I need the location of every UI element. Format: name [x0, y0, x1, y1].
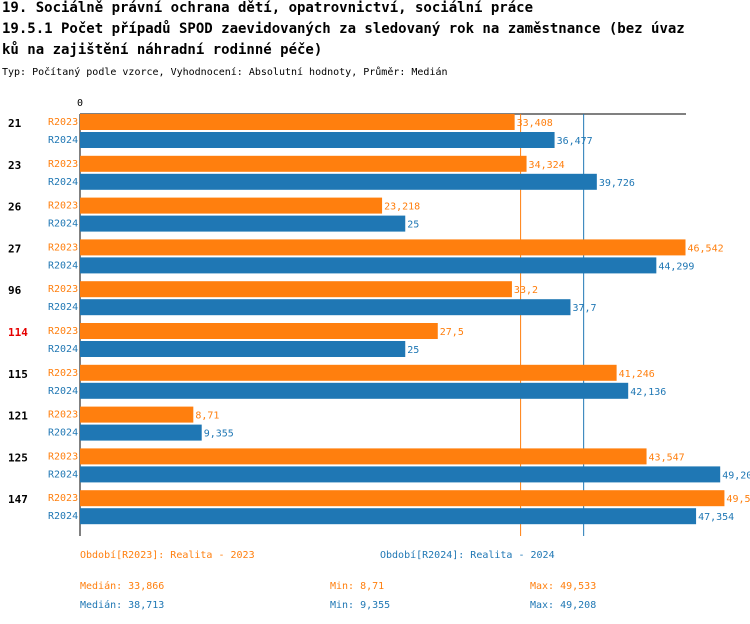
data-label: 49,533	[726, 494, 750, 505]
data-label: 27,5	[440, 327, 464, 338]
category-label: 96	[8, 284, 22, 297]
bar-r2023	[80, 490, 725, 507]
chart-subtitle: Typ: Počítaný podle vzorce, Vyhodnocení:…	[2, 67, 448, 78]
bar-r2023	[80, 406, 194, 423]
legend-r2024: Období[R2024]: Realita - 2024	[380, 550, 555, 561]
data-label: 41,246	[619, 369, 655, 380]
category-label: 27	[8, 242, 21, 255]
category-label: 115	[8, 368, 28, 381]
bar-r2023	[80, 114, 515, 130]
series-label: R2023	[48, 410, 78, 421]
max-r2023: Max: 49,533	[530, 581, 597, 592]
bar-r2023	[80, 364, 617, 381]
bar-r2024	[80, 132, 555, 148]
data-label: 25	[407, 220, 419, 231]
series-label: R2023	[48, 451, 78, 462]
series-label: R2023	[48, 242, 78, 253]
axis-zero-label: 0	[77, 98, 83, 109]
median-r2023: Medián: 33,866	[80, 581, 165, 592]
bar-r2023	[80, 448, 647, 465]
chart-title-line-2: ků na zajištění náhradní rodinné péče)	[2, 42, 323, 58]
series-label: R2024	[48, 511, 78, 522]
series-label: R2023	[48, 326, 78, 337]
category-label: 114	[8, 326, 28, 339]
min-r2023: Min: 8,71	[330, 581, 385, 592]
bar-r2024	[80, 257, 657, 274]
max-r2024: Max: 49,208	[530, 600, 597, 611]
bar-r2023	[80, 197, 383, 214]
series-label: R2024	[48, 135, 78, 146]
series-label: R2024	[48, 344, 78, 355]
data-label: 34,324	[529, 160, 565, 171]
data-label: 33,408	[517, 118, 553, 129]
bar-r2023	[80, 155, 527, 172]
median-r2024: Medián: 38,713	[80, 600, 165, 611]
bar-r2024	[80, 173, 597, 190]
bar-r2024	[80, 424, 202, 441]
data-label: 9,355	[204, 429, 234, 440]
series-label: R2023	[48, 284, 78, 295]
data-label: 25	[407, 345, 419, 356]
chart-section-title: 19. Sociálně právní ochrana dětí, opatro…	[2, 0, 534, 16]
data-label: 44,299	[658, 261, 694, 272]
bar-r2024	[80, 341, 406, 357]
bar-r2023	[80, 239, 686, 256]
bar-r2023	[80, 323, 438, 339]
bar-r2024	[80, 215, 406, 232]
data-label: 49,208	[722, 470, 750, 481]
data-label: 47,354	[698, 512, 734, 523]
data-label: 37,7	[572, 303, 596, 314]
data-label: 33,2	[514, 285, 538, 296]
data-label: 39,726	[599, 178, 635, 189]
category-label: 147	[8, 493, 28, 506]
chart-title-line-1: 19.5.1 Počet případů SPOD zaevidovaných …	[2, 21, 685, 37]
series-label: R2023	[48, 368, 78, 379]
series-label: R2023	[48, 159, 78, 170]
series-label: R2024	[48, 177, 78, 188]
data-label: 23,218	[384, 202, 420, 213]
bar-r2024	[80, 508, 697, 525]
data-label: 46,542	[688, 243, 724, 254]
series-label: R2023	[48, 493, 78, 504]
category-label: 121	[8, 410, 28, 423]
category-label: 23	[8, 159, 21, 172]
series-label: R2024	[48, 386, 78, 397]
data-label: 43,547	[649, 452, 685, 463]
data-label: 8,71	[195, 411, 219, 422]
category-label: 21	[8, 117, 22, 130]
data-label: 42,136	[630, 387, 666, 398]
series-label: R2024	[48, 260, 78, 271]
series-label: R2024	[48, 428, 78, 439]
category-label: 26	[8, 201, 22, 214]
bar-r2024	[80, 299, 571, 316]
bar-r2024	[80, 466, 721, 483]
series-label: R2024	[48, 302, 78, 313]
series-label: R2024	[48, 219, 78, 230]
series-label: R2023	[48, 117, 78, 128]
min-r2024: Min: 9,355	[330, 600, 391, 611]
series-label: R2024	[48, 469, 78, 480]
bar-r2023	[80, 281, 512, 298]
bar-r2024	[80, 382, 629, 399]
category-label: 125	[8, 451, 28, 464]
legend-r2023: Období[R2023]: Realita - 2023	[80, 550, 255, 561]
series-label: R2023	[48, 201, 78, 212]
data-label: 36,477	[557, 136, 593, 147]
